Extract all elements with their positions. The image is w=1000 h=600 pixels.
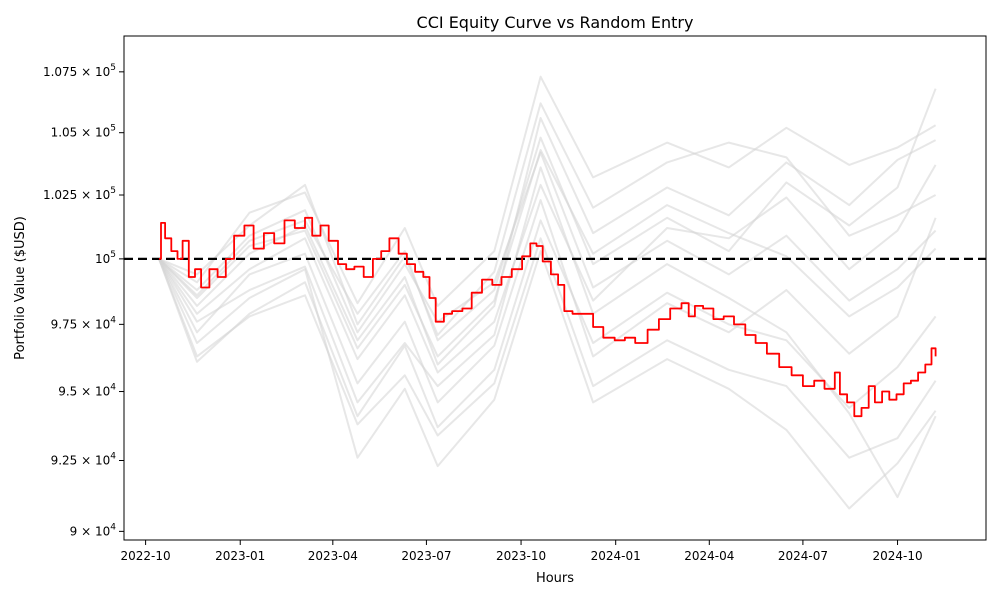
- x-axis-ticks: 2022-10 2023-01 2023-04 2023-07 2023-10 2024-…: [121, 540, 923, 563]
- chart-title: CCI Equity Curve vs Random Entry: [417, 13, 694, 32]
- strategy-curve: [159, 216, 937, 418]
- x-tick-label: 2024-07: [778, 549, 828, 563]
- y-tick-label: 1.025 × 105: [43, 186, 116, 202]
- y-tick-label: 1.05 × 105: [51, 124, 116, 140]
- random-entry-curve: [158, 102, 937, 336]
- random-entry-curve: [158, 219, 937, 429]
- x-tick-label: 2022-10: [121, 549, 171, 563]
- y-tick-label: 9.75 × 104: [51, 315, 117, 331]
- random-entry-curves: [158, 75, 937, 510]
- random-entry-curve: [158, 237, 937, 459]
- random-entry-curve: [158, 199, 937, 404]
- random-entry-curve: [158, 75, 937, 307]
- random-entry-curve: [158, 117, 937, 366]
- x-tick-label: 2024-04: [684, 549, 734, 563]
- y-axis-ticks: 9 × 104 9.25 × 104 9.5 × 104 9.75 × 104 105 1…: [43, 63, 124, 538]
- x-tick-label: 2023-01: [215, 549, 265, 563]
- y-tick-label: 9.25 × 104: [51, 452, 117, 468]
- random-entry-curve: [158, 149, 937, 358]
- y-tick-label: 9 × 104: [70, 522, 117, 538]
- x-tick-label: 2023-10: [496, 549, 546, 563]
- y-tick-label: 1.075 × 105: [43, 63, 116, 79]
- x-tick-label: 2024-10: [872, 549, 922, 563]
- plot-frame: [123, 35, 987, 541]
- x-axis-label: Hours: [536, 571, 574, 586]
- x-tick-label: 2024-01: [591, 549, 641, 563]
- random-entry-curve: [158, 164, 937, 374]
- strategy-curves: [159, 216, 937, 418]
- y-axis-label: Portfolio Value ($USD): [13, 216, 28, 360]
- random-entry-curve: [158, 250, 937, 510]
- x-tick-label: 2023-04: [308, 549, 358, 563]
- y-tick-label: 9.5 × 104: [58, 383, 116, 399]
- x-tick-label: 2023-07: [401, 549, 451, 563]
- y-tick-label: 105: [95, 250, 116, 266]
- random-entry-curve: [158, 151, 937, 334]
